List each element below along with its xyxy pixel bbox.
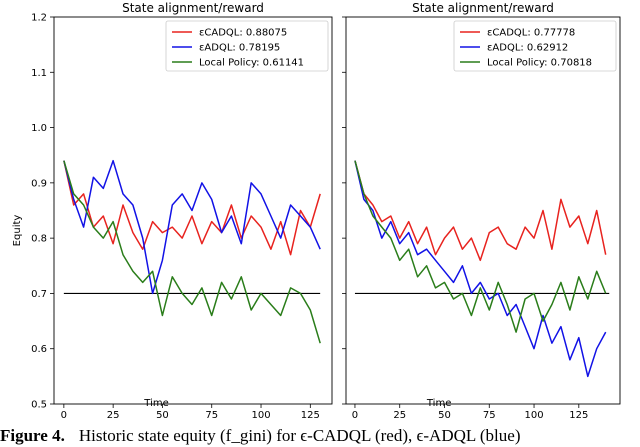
legend: εCADQL: 0.88075 εADQL: 0.78195 Local Polic… — [165, 20, 329, 72]
chart-panel-1: State alignment/reward 0 25 50 75 100 125 0.5 0.… — [12, 1, 333, 421]
x-tick-label: 50 — [438, 410, 451, 421]
y-tick-label: 1.1 — [31, 68, 47, 79]
chart-title: State alignment/reward — [122, 1, 264, 15]
y-tick-label: 1.0 — [31, 123, 47, 134]
y-tick-label: 0.5 — [31, 400, 47, 411]
caption-label: Figure 4. — [0, 426, 65, 445]
plot-frame — [345, 16, 621, 405]
chart-panel-2: State alignment/reward 0 25 50 75 100 125 Time ε… — [342, 1, 621, 421]
series-line-3 — [63, 160, 321, 344]
y-tick-label: 0.8 — [31, 234, 47, 245]
x-tick-label: 0 — [61, 410, 67, 421]
x-tick-label: 125 — [569, 410, 588, 421]
legend: εCADQL: 0.77778 εADQL: 0.62912 Local Polic… — [453, 20, 617, 72]
plot-frame — [53, 16, 333, 405]
x-tick-label: 75 — [205, 410, 218, 421]
series-line-2 — [354, 160, 607, 378]
figure: State alignment/reward 0 25 50 75 100 125 0.5 0.… — [12, 1, 621, 421]
x-tick-label: 75 — [483, 410, 496, 421]
y-tick-label: 0.9 — [31, 178, 47, 189]
y-axis-label: Equity — [12, 215, 23, 247]
legend-box — [165, 20, 329, 72]
x-tick-label: 100 — [524, 410, 543, 421]
y-tick-label: 0.7 — [31, 289, 47, 300]
series-line-2 — [63, 159, 321, 295]
caption-text: Historic state equity (f_gini) for ϵ-CAD… — [78, 426, 521, 445]
legend-entry: Local Policy: 0.61141 — [199, 58, 304, 69]
figure-caption: Figure 4. Historic state equity (f_gini) … — [0, 424, 640, 447]
x-tick-label: 100 — [251, 410, 270, 421]
legend-entry: εADQL: 0.62912 — [487, 43, 568, 54]
legend-entry: εCADQL: 0.88075 — [199, 28, 287, 39]
y-tick-label: 0.6 — [31, 344, 47, 355]
x-tick-label: 125 — [301, 410, 320, 421]
x-tick-label: 50 — [156, 410, 169, 421]
legend-box — [453, 20, 617, 72]
series-line-1 — [63, 160, 321, 256]
x-axis-label: Time — [426, 398, 451, 409]
legend-entry: εADQL: 0.78195 — [199, 43, 280, 54]
series-line-3 — [354, 160, 607, 333]
chart-title: State alignment/reward — [412, 1, 554, 15]
legend-entry: Local Policy: 0.70818 — [487, 58, 592, 69]
legend-entry: εCADQL: 0.77778 — [487, 28, 575, 39]
x-tick-label: 25 — [393, 410, 406, 421]
y-tick-label: 1.2 — [31, 13, 47, 24]
x-tick-label: 0 — [352, 410, 358, 421]
series-line-1 — [354, 160, 607, 262]
x-tick-label: 25 — [107, 410, 120, 421]
x-axis-label: Time — [143, 398, 168, 409]
